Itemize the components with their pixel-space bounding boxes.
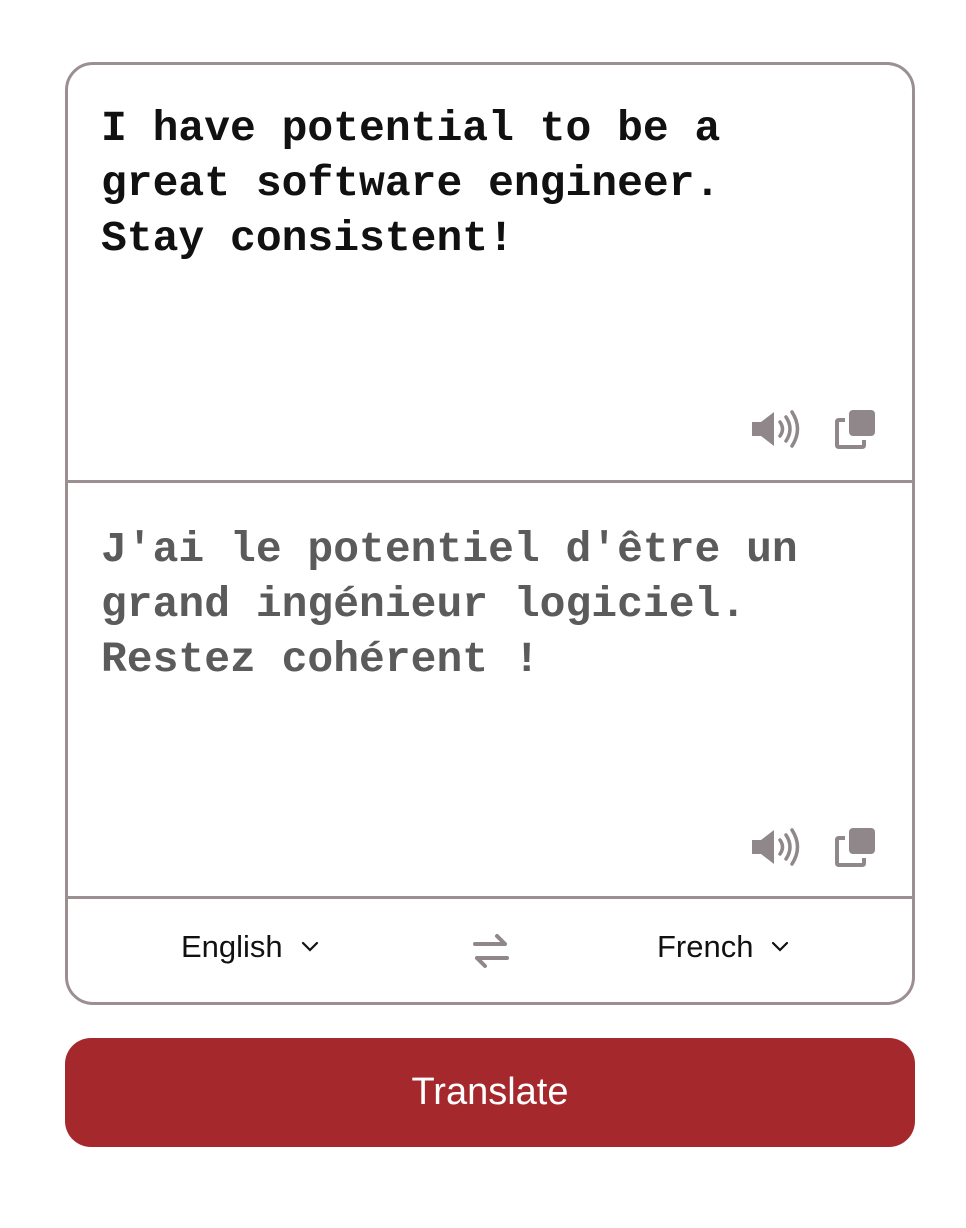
source-tools [750,408,882,450]
target-language-label: French [657,929,753,965]
target-language-select[interactable]: French [657,929,789,965]
target-copy-button[interactable] [830,826,882,868]
swap-languages-button[interactable] [471,931,511,971]
language-controls: English French [68,899,912,1002]
target-pane: J'ai le potentiel d'être un grand ingéni… [68,483,912,898]
source-copy-button[interactable] [830,408,882,450]
translator-card: I have potential to be a great software … [65,62,915,1005]
speaker-icon [750,409,802,449]
source-speak-button[interactable] [750,408,802,450]
speaker-icon [750,827,802,867]
swap-arrows-icon [471,931,511,971]
source-pane: I have potential to be a great software … [68,65,912,480]
target-tools [750,826,882,868]
chevron-down-icon [301,941,319,953]
source-language-label: English [181,929,283,965]
chevron-down-icon [771,941,789,953]
source-language-select[interactable]: English [181,929,319,965]
target-text-output: J'ai le potentiel d'être un grand ingéni… [101,522,891,687]
copy-icon [835,409,877,449]
translate-button[interactable]: Translate [65,1038,915,1147]
copy-icon [835,827,877,867]
source-text-input[interactable]: I have potential to be a great software … [101,101,891,266]
target-speak-button[interactable] [750,826,802,868]
